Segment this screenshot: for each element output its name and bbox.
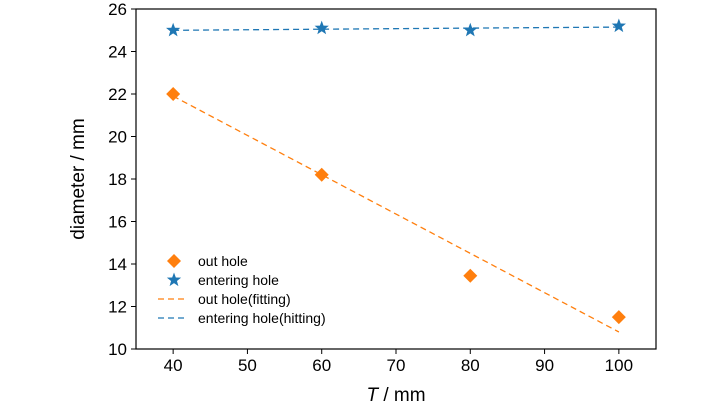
x-axis-label: T / mm (366, 385, 425, 406)
x-axis-label-unit: / mm (378, 385, 426, 406)
x-tick-label: 40 (164, 356, 183, 375)
axis-ticks: 40 50 60 70 80 90 100 10 12 14 16 18 20 22 24 26 (108, 0, 633, 375)
x-tick-label: 50 (238, 356, 257, 375)
x-tick-label: 80 (461, 356, 480, 375)
legend-marker-star (166, 272, 182, 287)
x-tick-label: 100 (605, 356, 633, 375)
y-tick-label: 24 (108, 43, 127, 62)
y-axis-label: diameter / mm (68, 118, 89, 239)
series-line (173, 26, 619, 31)
y-tick-label: 10 (108, 340, 127, 359)
y-tick-label: 16 (108, 213, 127, 232)
x-axis-label-symbol: T (366, 385, 379, 406)
data-point-star (166, 22, 181, 37)
y-tick-label: 22 (108, 85, 127, 104)
data-point-diamond (463, 268, 478, 283)
legend-label: entering hole(hitting) (198, 310, 326, 326)
x-tick-label: 90 (535, 356, 554, 375)
legend-marker-diamond (167, 254, 181, 268)
data-point-diamond (611, 310, 626, 325)
legend-label: out hole(fitting) (198, 291, 291, 307)
y-tick-label: 14 (108, 255, 127, 274)
legend-label: out hole (198, 253, 248, 269)
data-point-star (314, 20, 329, 35)
legend-label: entering hole (198, 272, 279, 288)
series-line (172, 95, 620, 333)
y-tick-label: 12 (108, 298, 127, 317)
x-tick-label: 70 (387, 356, 406, 375)
legend: out hole entering hole out hole(fitting) en… (158, 253, 326, 326)
data-point-star (463, 22, 478, 37)
y-tick-label: 18 (108, 170, 127, 189)
x-tick-label: 60 (312, 356, 331, 375)
y-tick-label: 20 (108, 128, 127, 147)
y-tick-label: 26 (108, 0, 127, 19)
data-point-star (611, 18, 626, 33)
plot-area (166, 18, 626, 333)
data-point-diamond (314, 167, 329, 182)
data-point-diamond (166, 87, 181, 101)
